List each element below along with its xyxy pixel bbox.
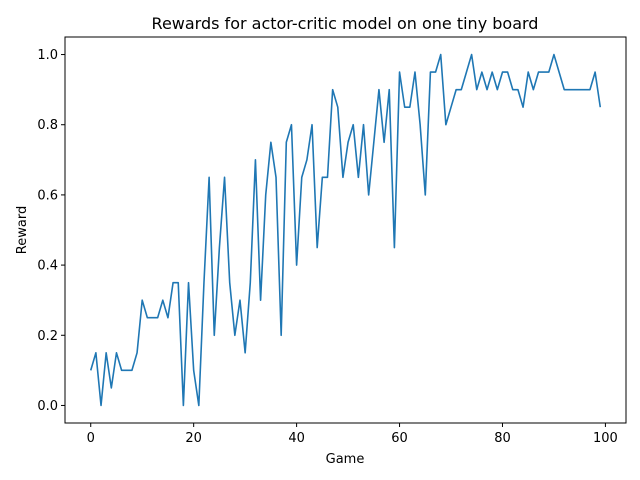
y-tick-label: 0.0	[37, 399, 58, 414]
x-tick-label: 40	[288, 431, 305, 446]
x-axis-label: Game	[326, 452, 365, 467]
y-tick-label: 0.2	[37, 329, 58, 344]
y-axis-label: Reward	[15, 206, 30, 254]
plot-area	[89, 53, 602, 407]
y-tick-label: 0.8	[37, 118, 58, 133]
y-tick-label: 0.6	[37, 188, 58, 203]
x-tick-label: 60	[391, 431, 408, 446]
y-tick-label: 1.0	[37, 48, 58, 63]
series-line-0	[89, 53, 602, 407]
plot-frame	[64, 36, 627, 424]
chart-title: Rewards for actor-critic model on one ti…	[152, 14, 539, 33]
x-tick-label: 100	[593, 431, 618, 446]
y-tick-label: 0.4	[37, 259, 58, 274]
y-axis-ticks: 0.0 0.2 0.4 0.6 0.8 1.0	[37, 48, 65, 414]
x-tick-label: 20	[185, 431, 202, 446]
x-tick-label: 0	[87, 431, 95, 446]
x-axis-ticks: 0 20 40 60 80 100	[87, 423, 618, 446]
x-tick-label: 80	[494, 431, 511, 446]
